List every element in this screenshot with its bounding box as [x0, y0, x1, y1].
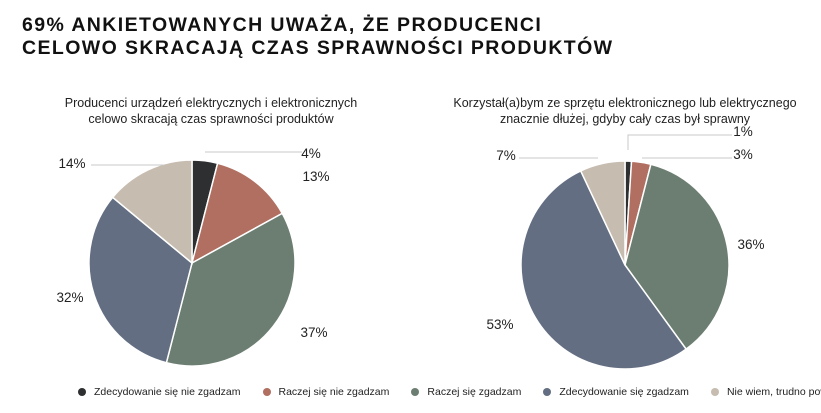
chart-1-data-label-strongly-disagree: 4% — [301, 146, 321, 161]
chart-1-data-label-rather-agree: 37% — [300, 325, 327, 340]
title-line-1: 69% ANKIETOWANYCH UWAŻA, ŻE PRODUCENCI — [22, 14, 543, 36]
legend-label: Raczej się nie zgadzam — [278, 386, 390, 398]
pie-chart-2: Korzystał(a)bym ze sprzętu elektroniczne… — [453, 96, 797, 370]
legend-label: Zdecydowanie się zgadzam — [559, 386, 689, 398]
chart-1-slice-rather-disagree — [190, 162, 284, 265]
legend-swatch — [710, 388, 719, 396]
chart-2-slice-dont-know — [579, 160, 626, 266]
chart-2-data-label-dont-know: 7% — [496, 148, 516, 163]
chart-1-subtitle-line-1: Producenci urządzeń elektrycznych i elek… — [65, 96, 358, 110]
chart-2-slice-strongly-agree — [520, 169, 688, 370]
legend-label: Nie wiem, trudno powiedzieć — [726, 386, 821, 398]
chart-2-data-label-rather-agree: 36% — [737, 237, 764, 252]
title-line-2: CELOWO SKRACAJĄ CZAS SPRAWNOŚCI PRODUKTÓ… — [22, 37, 614, 59]
chart-1-data-label-dont-know: 14% — [58, 156, 85, 171]
chart-2-data-label-strongly-disagree: 1% — [733, 124, 753, 139]
chart-2-subtitle-line-1: Korzystał(a)bym ze sprzętu elektroniczne… — [453, 96, 796, 110]
legend-item-strongly-disagree: Zdecydowanie się nie zgadzam — [78, 386, 241, 398]
legend-swatch — [411, 388, 420, 396]
legend-item-strongly-agree: Zdecydowanie się zgadzam — [543, 386, 689, 398]
chart-2-slice-rather-agree — [624, 163, 730, 351]
legend-swatch — [543, 388, 552, 396]
pie-chart-1: Producenci urządzeń elektrycznych i elek… — [56, 96, 358, 367]
chart-2-subtitle-line-2: znacznie dłużej, gdyby cały czas był spr… — [500, 112, 751, 126]
chart-2-data-label-strongly-agree: 53% — [486, 317, 513, 332]
chart-2-data-label-rather-disagree: 3% — [733, 147, 753, 162]
chart-2-leader-line — [627, 134, 732, 150]
legend-item-rather-disagree: Raczej się nie zgadzam — [262, 386, 390, 398]
legend-swatch — [78, 388, 86, 396]
legend-label: Zdecydowanie się nie zgadzam — [94, 386, 241, 398]
chart-1-slice-dont-know — [111, 159, 193, 265]
legend-label: Raczej się zgadzam — [427, 386, 522, 398]
legend: Zdecydowanie się nie zgadzam Raczej się … — [78, 386, 821, 398]
legend-item-rather-agree: Raczej się zgadzam — [411, 386, 521, 398]
legend-swatch — [262, 388, 271, 396]
chart-1-subtitle-line-2: celowo skracają czas sprawności produktó… — [88, 112, 334, 126]
legend-item-dont-know: Nie wiem, trudno powiedzieć — [710, 386, 821, 398]
page-title: 69% ANKIETOWANYCH UWAŻA, ŻE PRODUCENCI C… — [22, 14, 614, 60]
chart-1-data-label-strongly-agree: 32% — [56, 290, 83, 305]
chart-1-slice-strongly-agree — [88, 196, 193, 364]
chart-1-slice-rather-agree — [165, 212, 296, 367]
chart-1-data-label-rather-disagree: 13% — [302, 169, 329, 184]
